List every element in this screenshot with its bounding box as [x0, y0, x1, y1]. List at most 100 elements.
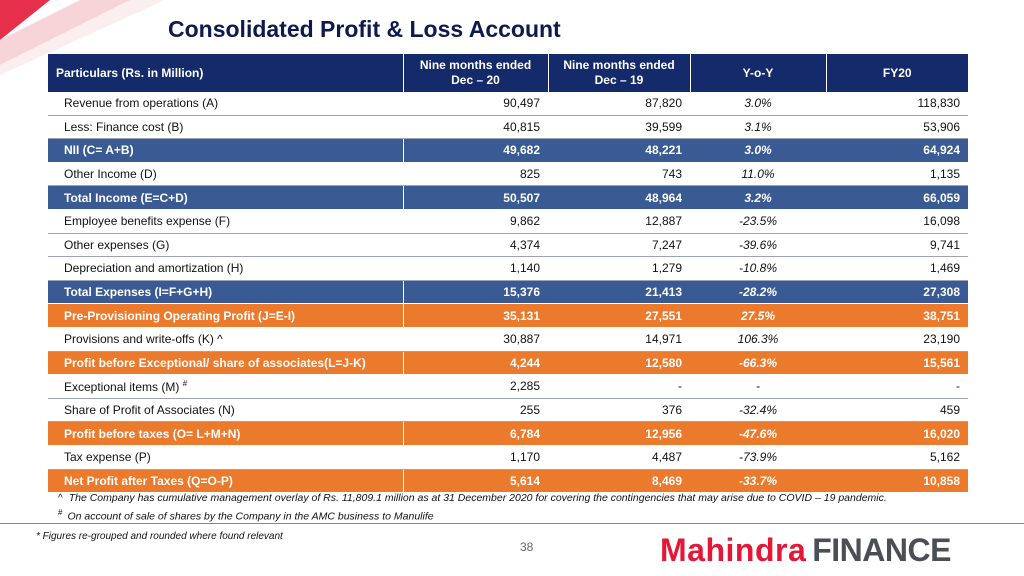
cell-fy20-text: 16,098 [923, 214, 960, 229]
cell-dec19-text: 14,971 [645, 332, 682, 347]
table-body: Revenue from operations (A) 90,497 87,820 3… [48, 92, 968, 494]
table-row: Depreciation and amortization (H) 1,140 1,… [48, 256, 968, 281]
footnote-caret-text: The Company has cumulative management ov… [68, 492, 887, 504]
cell-dec20-text: 255 [519, 403, 540, 418]
cell-fy20-text: 459 [939, 403, 960, 418]
cell-fy20: 53,906 [826, 115, 968, 140]
cell-dec20-text: 2,285 [509, 379, 540, 394]
row-label-text: Exceptional items (M) [64, 379, 180, 394]
cell-dec19: 743 [548, 162, 690, 187]
header-nine-months-dec20: Nine months ended Dec – 20 [403, 54, 549, 92]
cell-dec19: - [548, 374, 690, 399]
cell-dec19-text: - [678, 379, 682, 394]
row-label: NII (C= A+B) [48, 138, 404, 163]
footnote-caret-marker: ^ [58, 493, 63, 504]
cell-yoy-text: - [756, 379, 760, 394]
header-nine-months-dec19-line2: Dec – 19 [594, 73, 644, 87]
cell-dec19-text: 8,469 [651, 473, 682, 488]
cell-dec19-text: 12,956 [645, 426, 682, 441]
cell-yoy-text: -39.6% [738, 237, 778, 252]
cell-dec20: 90,497 [403, 92, 548, 116]
cell-dec19-text: 12,580 [645, 355, 682, 370]
cell-fy20-text: 23,190 [923, 332, 960, 347]
cell-yoy: -47.6% [690, 421, 826, 446]
cell-dec19-text: 12,887 [645, 214, 682, 229]
row-label-text: Revenue from operations (A) [64, 96, 219, 111]
logo-finance-text: FINANCE [812, 532, 951, 568]
row-label-text: Total Expenses (I=F+G+H) [64, 285, 213, 300]
table-row: Other Income (D) 825 743 11.0% 1,135 [48, 162, 968, 187]
cell-dec19: 7,247 [548, 233, 690, 258]
table-row: Profit before taxes (O= L+M+N) 6,784 12,95… [48, 421, 968, 446]
cell-dec20: 5,614 [403, 469, 548, 494]
cell-fy20: 459 [826, 398, 968, 423]
cell-dec20-text: 40,815 [503, 119, 540, 134]
cell-dec19-text: 39,599 [645, 119, 682, 134]
table-row: Employee benefits expense (F) 9,862 12,887… [48, 209, 968, 234]
cell-fy20-text: 15,561 [923, 355, 960, 370]
cell-yoy: -33.7% [690, 469, 826, 494]
table-row: Less: Finance cost (B) 40,815 39,599 3.1% 53… [48, 115, 968, 140]
row-label: Tax expense (P) [48, 445, 403, 470]
cell-yoy: -39.6% [690, 233, 826, 258]
row-label: Net Profit after Taxes (Q=O-P) [48, 469, 404, 494]
page-number: 38 [520, 540, 534, 554]
table-row: Tax expense (P) 1,170 4,487 -73.9% 5,162 [48, 445, 968, 470]
row-label: Pre-Provisioning Operating Profit (J=E-I… [48, 303, 404, 328]
cell-dec20: 40,815 [403, 115, 548, 140]
cell-dec19: 1,279 [548, 256, 690, 281]
footnote-hash-text: On account of sale of shares by the Comp… [67, 510, 434, 523]
cell-dec20: 255 [403, 398, 548, 423]
cell-dec20: 15,376 [403, 280, 548, 305]
cell-yoy: 27.5% [690, 303, 826, 328]
cell-fy20-text: 118,830 [917, 96, 961, 111]
mahindra-finance-logo: Mahindra FINANCE [660, 532, 951, 568]
cell-yoy-text: 3.1% [744, 119, 772, 134]
cell-dec19: 48,964 [548, 185, 690, 210]
cell-yoy: -23.5% [690, 209, 826, 234]
header-nine-months-dec20-line2: Dec – 20 [451, 73, 500, 87]
row-label: Total Income (E=C+D) [48, 185, 404, 210]
cell-yoy-text: -66.3% [738, 355, 778, 370]
row-label-text: Less: Finance cost (B) [64, 119, 184, 134]
cell-dec19: 48,221 [548, 138, 690, 163]
cell-fy20-text: 53,906 [923, 119, 960, 134]
row-label: Profit before taxes (O= L+M+N) [48, 421, 404, 446]
cell-dec19-text: 87,820 [645, 96, 682, 111]
row-label-text: Tax expense (P) [64, 450, 151, 465]
table-row: Provisions and write-offs (K) ^ 30,887 14,… [48, 327, 968, 352]
cell-dec19: 12,580 [548, 351, 690, 376]
table-row: Other expenses (G) 4,374 7,247 -39.6% 9,741 [48, 233, 968, 258]
cell-fy20-text: 66,059 [923, 190, 960, 205]
row-label-text: Net Profit after Taxes (Q=O-P) [64, 473, 233, 488]
cell-yoy-text: 3.2% [744, 190, 772, 205]
cell-dec20-text: 4,244 [509, 355, 540, 370]
cell-yoy-text: 106.3% [737, 332, 779, 347]
cell-yoy-text: -10.8% [738, 261, 778, 276]
row-label-text: Total Income (E=C+D) [64, 190, 188, 205]
cell-dec19: 12,887 [548, 209, 690, 234]
cell-fy20: 118,830 [826, 92, 968, 116]
cell-fy20: 1,469 [826, 256, 968, 281]
row-label: Depreciation and amortization (H) [48, 256, 403, 281]
cell-fy20: 10,858 [826, 469, 968, 494]
cell-dec20: 825 [403, 162, 548, 187]
row-label-text: Depreciation and amortization (H) [64, 261, 244, 276]
header-nine-months-dec20-line1: Nine months ended [419, 58, 532, 72]
table-row: Total Income (E=C+D) 50,507 48,964 3.2% 66,0… [48, 185, 968, 210]
row-label: Profit before Exceptional/ share of asso… [48, 351, 404, 376]
logo-mahindra-text: Mahindra [660, 532, 807, 568]
cell-dec19-text: 4,487 [651, 450, 682, 465]
row-label-text: NII (C= A+B) [64, 143, 134, 158]
cell-yoy-text: -32.4% [738, 403, 778, 418]
cell-dec19: 376 [548, 398, 690, 423]
cell-dec19: 87,820 [548, 92, 690, 116]
cell-yoy: 3.0% [690, 92, 826, 116]
row-label: Provisions and write-offs (K) ^ [48, 327, 403, 352]
cell-fy20-text: 1,469 [929, 261, 960, 276]
cell-fy20-text: 5,162 [929, 450, 960, 465]
row-label: Employee benefits expense (F) [48, 209, 403, 234]
cell-yoy: 11.0% [690, 162, 826, 187]
cell-dec20: 49,682 [403, 138, 548, 163]
cell-yoy-text: 27.5% [740, 308, 776, 323]
